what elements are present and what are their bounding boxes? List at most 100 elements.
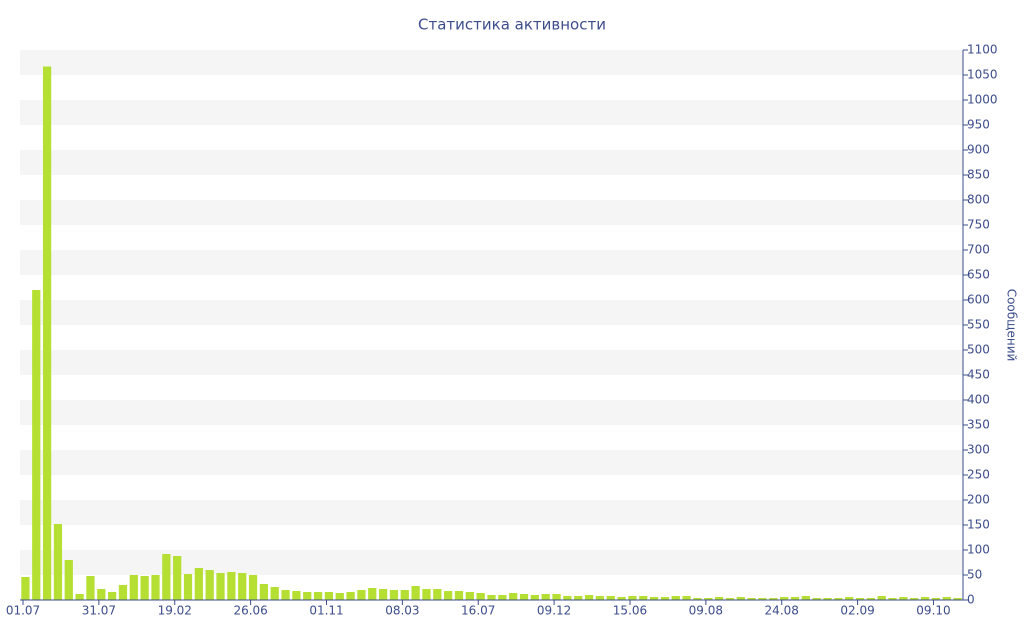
grid-band: [20, 250, 963, 275]
bar: [660, 597, 670, 600]
bar: [129, 575, 138, 600]
bar: [704, 598, 713, 600]
y-tick-label: 700: [967, 243, 990, 257]
bar: [346, 592, 355, 600]
bar: [173, 556, 182, 600]
bar: [563, 596, 572, 600]
bar: [584, 595, 594, 600]
bar: [248, 575, 258, 600]
bar: [530, 595, 539, 600]
bar: [313, 592, 323, 600]
y-tick-label: 800: [967, 193, 990, 207]
bar: [433, 589, 442, 600]
x-tick-label: 19.02: [158, 604, 192, 618]
bar: [227, 572, 236, 600]
bar: [400, 590, 409, 600]
bar: [205, 570, 214, 600]
bar: [509, 593, 518, 600]
grid-band: [20, 200, 963, 225]
y-tick-label: 450: [967, 368, 990, 382]
bar: [888, 598, 897, 600]
bar: [292, 591, 301, 600]
x-tick-label: 09.10: [916, 604, 950, 618]
bar: [335, 593, 344, 600]
bar: [183, 574, 193, 600]
bar: [747, 598, 756, 600]
bar: [108, 592, 117, 600]
bar: [855, 598, 865, 600]
bar: [498, 595, 507, 600]
bar: [823, 598, 832, 600]
chart-title: Статистика активности: [418, 16, 606, 34]
y-tick-label: 600: [967, 293, 990, 307]
bar: [834, 598, 843, 600]
y-tick-label: 300: [967, 443, 990, 457]
bar: [845, 597, 854, 600]
y-tick-label: 0: [967, 593, 975, 607]
bar: [357, 590, 366, 600]
x-tick-label: 15.06: [613, 604, 647, 618]
bar: [953, 598, 962, 600]
bar: [368, 588, 377, 600]
bar: [682, 596, 691, 600]
bar: [595, 596, 605, 600]
x-tick-label: 01.07: [6, 604, 40, 618]
x-tick-label: 31.07: [82, 604, 116, 618]
bar: [64, 560, 73, 600]
bar: [454, 591, 464, 600]
bar: [671, 596, 680, 600]
bar: [541, 594, 550, 600]
y-tick-label: 950: [967, 118, 990, 132]
x-tick-label: 16.07: [461, 604, 495, 618]
bar: [303, 592, 312, 600]
bar: [53, 524, 63, 600]
bar: [639, 596, 648, 600]
bar: [628, 596, 637, 600]
bar: [606, 596, 615, 600]
bar: [552, 594, 561, 600]
bar: [238, 573, 247, 600]
bar: [812, 598, 821, 600]
y-tick-label: 1050: [967, 68, 998, 82]
grid-band: [20, 300, 963, 325]
y-tick-label: 650: [967, 268, 990, 282]
y-tick-label: 550: [967, 318, 990, 332]
y-tick-label: 1100: [967, 43, 998, 57]
bar: [422, 589, 431, 600]
bar: [866, 598, 875, 600]
bar: [487, 595, 496, 600]
bar: [715, 597, 724, 600]
grid-band: [20, 100, 963, 125]
y-tick-label: 50: [967, 568, 982, 582]
y-tick-label: 150: [967, 518, 990, 532]
bar: [86, 576, 95, 600]
bar: [97, 589, 106, 600]
bar: [194, 568, 203, 600]
bar: [140, 576, 149, 600]
y-tick-label: 100: [967, 543, 990, 557]
bar: [21, 577, 30, 600]
bar: [649, 597, 659, 600]
x-tick-label: 09.08: [689, 604, 723, 618]
x-tick-label: 26.06: [233, 604, 267, 618]
bar: [151, 575, 160, 600]
bar: [519, 594, 529, 600]
y-tick-label: 900: [967, 143, 990, 157]
bar: [693, 598, 702, 600]
x-tick-label: 01.11: [309, 604, 343, 618]
bar: [574, 596, 583, 600]
bar: [725, 598, 735, 600]
bar: [270, 587, 279, 600]
x-tick-label: 24.08: [765, 604, 799, 618]
bar: [118, 585, 128, 600]
x-tick-label: 08.03: [385, 604, 419, 618]
grid-band: [20, 550, 963, 575]
bar: [790, 597, 800, 600]
bar: [259, 584, 268, 600]
bar: [617, 597, 626, 600]
grid-band: [20, 500, 963, 525]
y-tick-label: 750: [967, 218, 990, 232]
bar: [32, 290, 41, 600]
